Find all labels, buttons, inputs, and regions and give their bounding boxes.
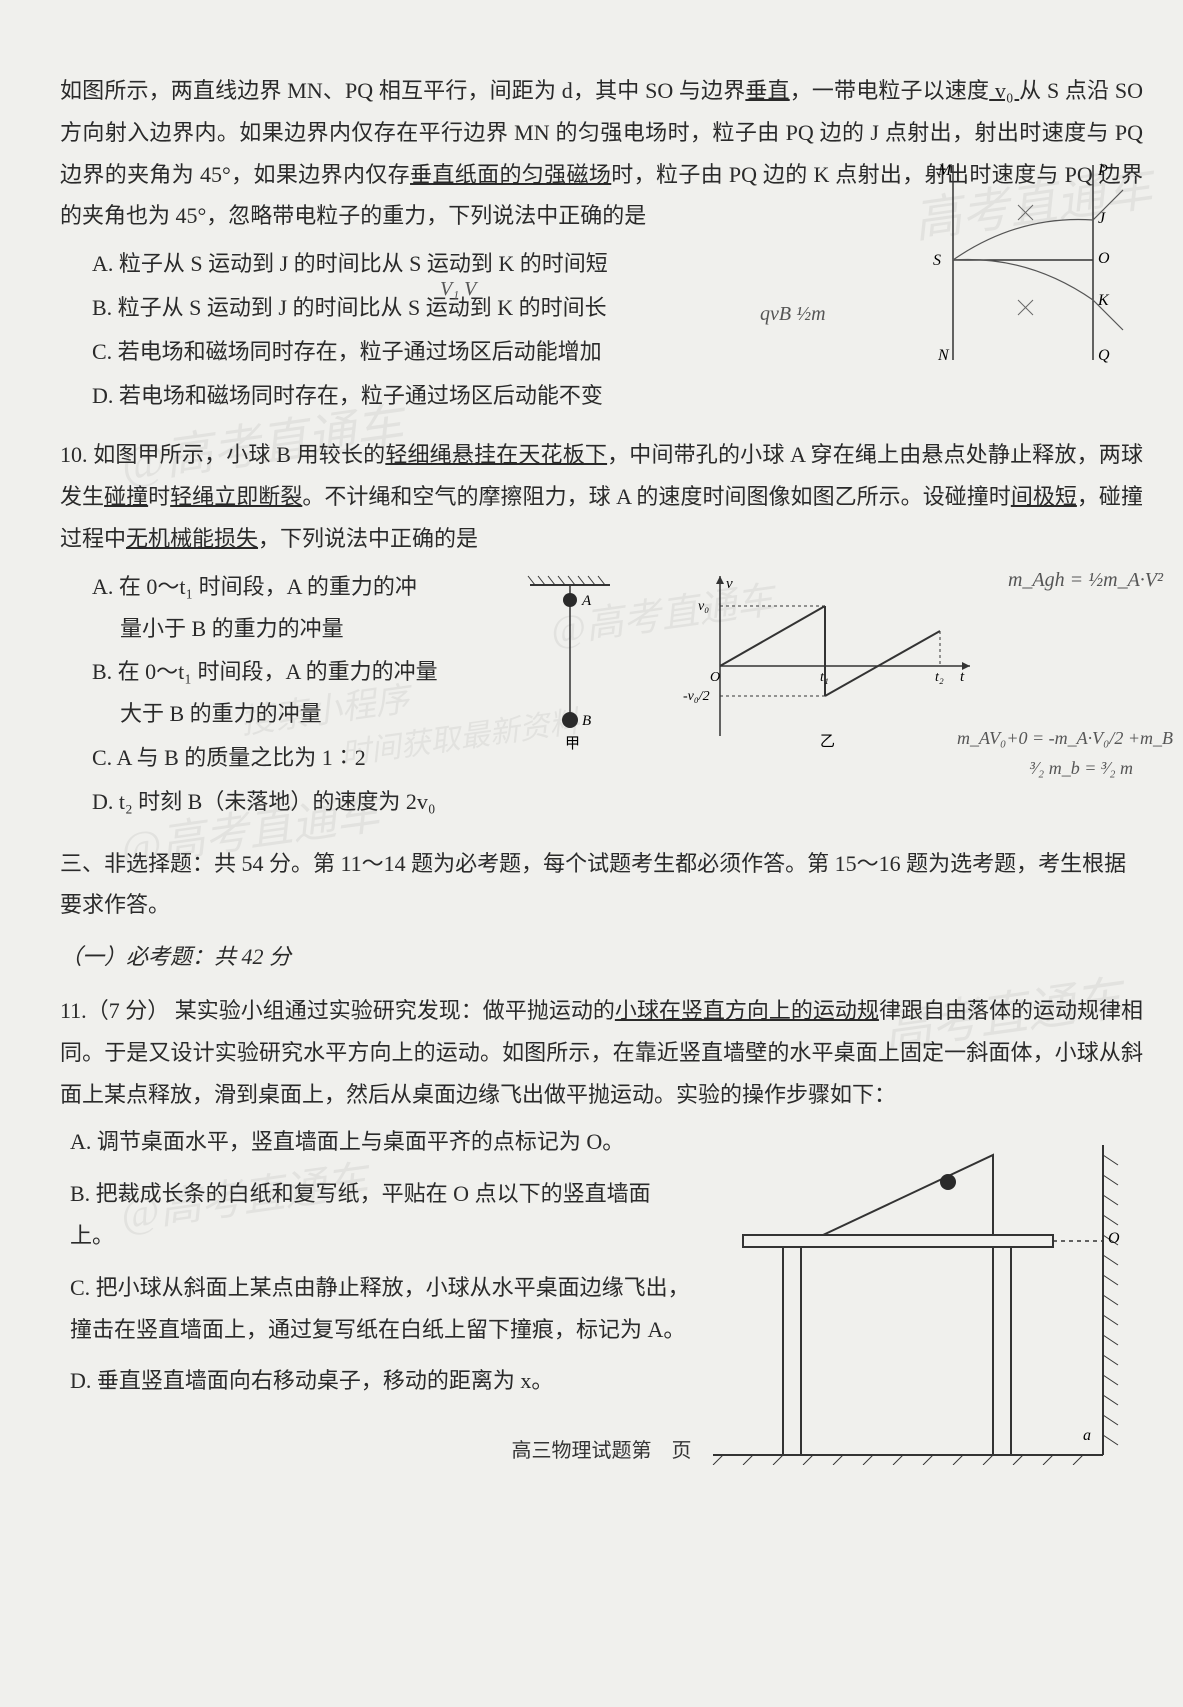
q10-option-a: A. 在 0～t₁ 时间段，A 的重力的冲 量小于 B 的重力的冲量 [92, 566, 512, 650]
q10-b-line1: B. 在 0～t₁ 时间段，A 的重力的冲量 [92, 659, 438, 684]
q10-option-b: B. 在 0～t₁ 时间段，A 的重力的冲量 大于 B 的重力的冲量 [92, 651, 512, 735]
question-9: 如图所示，两直线边界 MN、PQ 相互平行，间距为 d，其中 SO 与边界垂直，… [60, 70, 1143, 416]
q10-num: 10. [60, 442, 88, 467]
q10-caption-left: 甲 [565, 736, 580, 752]
q11-figure: O a [693, 1135, 1123, 1465]
question-10: 10. 如图甲所示，小球 B 用较长的轻细绳悬挂在天花板下，中间带孔的小球 A … [60, 434, 1143, 822]
q10-label-a: A [581, 593, 592, 609]
q9-figure: M N P Q S O J K [918, 155, 1133, 370]
q10-t3: 。不计绳和空气的摩擦阻力，球 A 的速度时间图像如图乙所示。设碰撞时 [302, 484, 1011, 509]
q10r-vneg: -v₀/2 [683, 689, 710, 704]
q10-figure-right: v t v₀ -v₀/2 O t₁ t₂ 乙 [680, 566, 980, 751]
question-11: 11.（7 分） 某实验小组通过实验研究发现：做平抛运动的小球在竖直方向上的运动… [60, 990, 1143, 1402]
q9-u1: 垂直 [745, 78, 789, 103]
q9-u3: 垂直纸面的匀强磁场 [410, 162, 611, 187]
q9-handwriting-2: qvB ½m [760, 295, 826, 333]
q11-u1: 小球在竖直方向上的运动规 [615, 998, 879, 1023]
q10-b-line2: 大于 B 的重力的冲量 [120, 701, 322, 726]
q10r-t2: t₂ [935, 670, 944, 685]
q9-t2: ，一带电粒子以速度 [790, 78, 989, 103]
q9-label-n: N [937, 347, 950, 364]
q10-a-line1: A. 在 0～t₁ 时间段，A 的重力的冲 [92, 574, 417, 599]
q10r-xlabel: t [960, 669, 965, 685]
q10-options: A. 在 0～t₁ 时间段，A 的重力的冲 量小于 B 的重力的冲量 B. 在 … [92, 566, 512, 823]
q11-t1: 某实验小组通过实验研究发现：做平抛运动的 [175, 998, 615, 1023]
q10-u4: 无机械能损失 [126, 526, 258, 551]
q10-t5: ，下列说法中正确的是 [258, 526, 478, 551]
q9-label-j: J [1098, 210, 1106, 227]
q9-label-m: M [937, 162, 953, 179]
q10r-ylabel: v [726, 576, 733, 592]
q11-num: 11.（7 分） [60, 998, 169, 1023]
q9-u2: v₀ [989, 78, 1019, 103]
q10r-caption: 乙 [820, 734, 835, 750]
q10-a-line2: 量小于 B 的重力的冲量 [120, 616, 344, 641]
q10r-t1: t₁ [820, 670, 829, 685]
subsection-title: （一）必考题：共 42 分 [60, 936, 1143, 978]
q9-handwriting-1: V₁ V [440, 270, 476, 308]
q9-label-q: Q [1098, 347, 1110, 364]
q10-text: 10. 如图甲所示，小球 B 用较长的轻细绳悬挂在天花板下，中间带孔的小球 A … [60, 434, 1143, 559]
q10-option-c: C. A 与 B 的质量之比为 1∶2 [92, 737, 512, 779]
q10-u2: 碰撞 [104, 484, 148, 509]
q10-t2b: 时 [148, 484, 170, 509]
q10-t1: 如图甲所示，小球 B 用较长的 [93, 442, 385, 467]
q10r-v0: v₀ [698, 599, 709, 614]
q9-intro: 如图所示，两直线边界 MN、PQ 相互平行，间距为 d，其中 SO 与边界 [60, 78, 745, 103]
q10-option-d: D. t₂ 时刻 B（未落地）的速度为 2v₀ [92, 781, 512, 823]
q9-label-o: O [1098, 250, 1110, 267]
q10-handwriting-3: ³⁄₂ m_b = ³⁄₂ m [1030, 751, 1133, 785]
q10-u2b: 轻绳立即断裂 [170, 484, 302, 509]
q10-u3: 间极短 [1011, 484, 1077, 509]
q10-label-b: B [582, 713, 591, 729]
q10-handwriting-1: m_Agh = ½m_A·V² [1008, 561, 1163, 599]
q9-option-d: D. 若电场和磁场同时存在，粒子通过场区后动能不变 [92, 375, 1143, 417]
q11-label-o: O [1108, 1230, 1120, 1247]
q9-label-p: P [1097, 162, 1108, 179]
q10-u1: 轻细绳悬挂在天花板下 [385, 442, 607, 467]
q10r-origin: O [710, 670, 720, 685]
section-3-title: 三、非选择题：共 54 分。第 11～14 题为必考题，每个试题考生都必须作答。… [60, 843, 1143, 927]
q9-label-s: S [933, 252, 941, 269]
q11-label-a: a [1083, 1427, 1091, 1444]
q9-label-k: K [1097, 292, 1110, 309]
q11-text: 11.（7 分） 某实验小组通过实验研究发现：做平抛运动的小球在竖直方向上的运动… [60, 990, 1143, 1115]
q10-figure-left: A B 甲 [510, 570, 630, 755]
